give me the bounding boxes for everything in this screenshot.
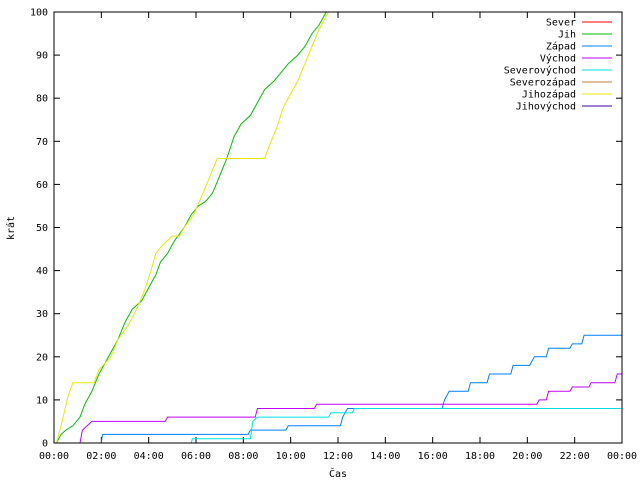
- legend-label: Západ: [546, 41, 576, 53]
- x-tick-label: 14:00: [370, 451, 400, 462]
- tick-labels: 0 10 20 30 40 50 60 70 80 90 100 00:00 02:00 04:00 06:…: [30, 8, 637, 463]
- legend-label: Jihovýchod: [516, 101, 576, 113]
- legend-label: Jihozápad: [522, 89, 576, 101]
- x-tick-label: 06:00: [181, 451, 211, 462]
- legend-label: Východ: [540, 53, 576, 65]
- legend-label: Severovýchod: [504, 65, 576, 77]
- x-tick-label: 12:00: [323, 451, 353, 462]
- legend-label: Sever: [546, 18, 576, 29]
- legend: SeverJihZápadVýchodSeverovýchodSeverozáp…: [504, 18, 612, 113]
- y-tick-label: 20: [36, 352, 48, 363]
- series-line-4: [190, 408, 622, 444]
- plot-frame: [53, 11, 623, 444]
- y-tick-label: 30: [36, 309, 48, 320]
- x-tick-label: 22:00: [560, 451, 590, 462]
- y-tick-label: 40: [36, 266, 48, 277]
- y-tick-label: 90: [36, 51, 48, 62]
- x-tick-label: 00:00: [39, 451, 69, 462]
- y-tick-label: 80: [36, 94, 48, 105]
- y-tick-label: 100: [30, 8, 48, 19]
- x-tick-label: 00:00: [607, 451, 637, 462]
- y-tick-label: 10: [36, 395, 48, 406]
- y-tick-label: 0: [42, 439, 48, 450]
- series-line-6: [55, 11, 329, 444]
- series-line-1: [55, 11, 327, 444]
- x-tick-label: 02:00: [86, 451, 116, 462]
- legend-label: Jih: [558, 30, 576, 41]
- series-line-2: [100, 334, 622, 444]
- series-lines: [55, 11, 622, 444]
- y-tick-label: 70: [36, 137, 48, 148]
- x-tick-label: 16:00: [418, 451, 448, 462]
- y-axis-label: krát: [5, 216, 17, 240]
- x-tick-label: 10:00: [276, 451, 306, 462]
- series-line-3: [79, 373, 622, 444]
- legend-label: Severozápad: [510, 77, 576, 89]
- y-tick-label: 60: [36, 180, 48, 191]
- x-tick-label: 08:00: [228, 451, 258, 462]
- x-tick-label: 20:00: [512, 451, 542, 462]
- x-tick-label: 04:00: [134, 451, 164, 462]
- y-tick-label: 50: [36, 223, 48, 234]
- x-tick-label: 18:00: [465, 451, 495, 462]
- x-axis-label: Čas: [329, 467, 347, 480]
